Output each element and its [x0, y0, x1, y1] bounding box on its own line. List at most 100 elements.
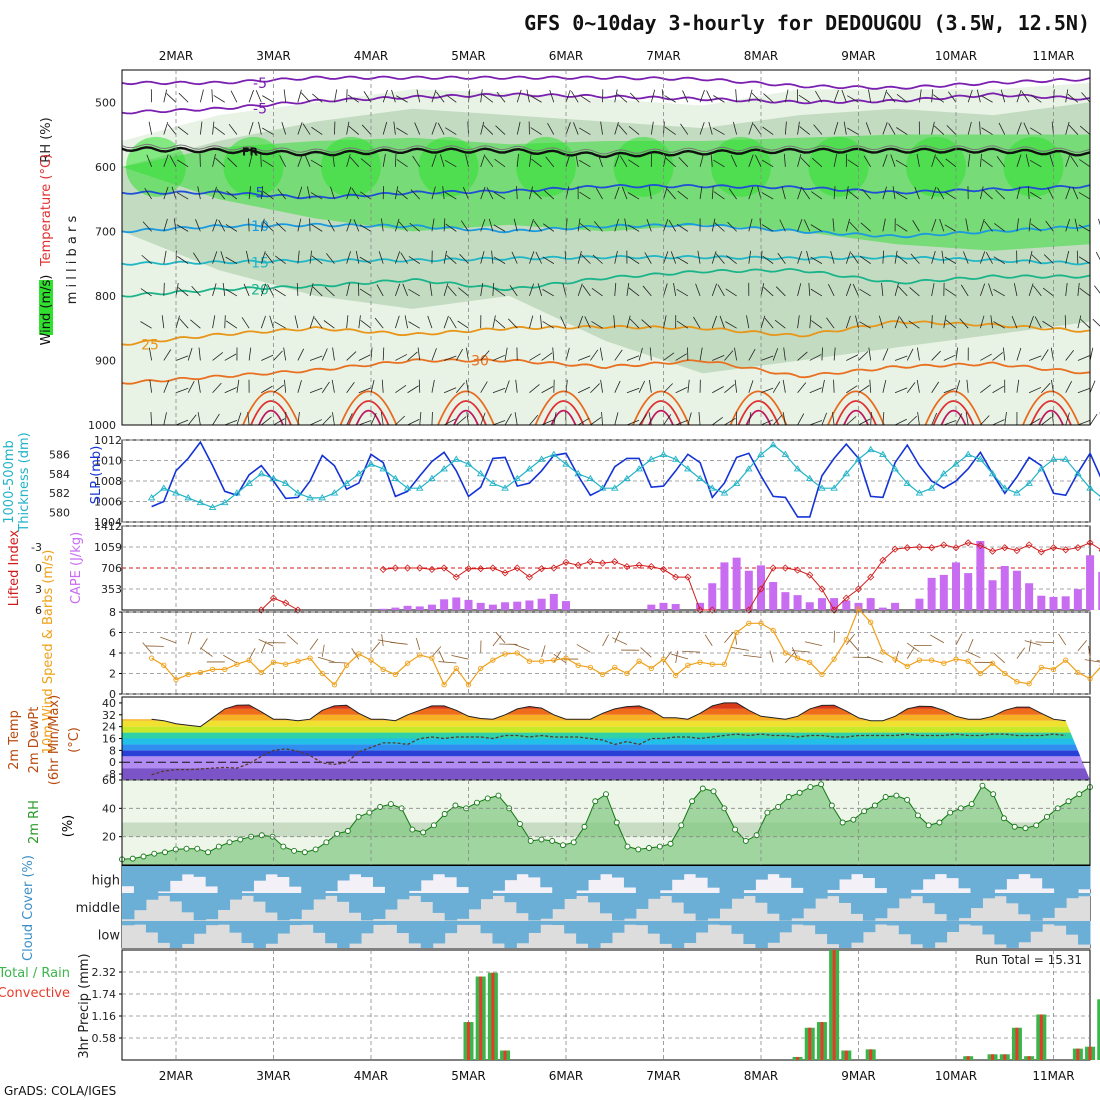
wind-barb: [311, 224, 323, 232]
wind-barb: [748, 412, 752, 426]
wind-barb: [984, 220, 993, 232]
precip-convective-bar: [1027, 1056, 1031, 1060]
wind-barb-10m: [671, 653, 688, 660]
wind-barb: [314, 317, 323, 329]
wind-barb: [1065, 349, 1074, 361]
cape-bar: [793, 595, 802, 610]
wind-barb: [575, 153, 579, 167]
wind-barb: [492, 315, 496, 329]
cloud-bar: [349, 921, 362, 944]
wind-barb: [845, 251, 851, 264]
wind-barb: [277, 188, 287, 200]
thickness-marker: [281, 479, 290, 486]
cape-bar: [452, 597, 461, 610]
wind-barb: [892, 186, 896, 200]
thickness-marker: [269, 474, 278, 482]
cloud-bar: [1030, 866, 1043, 879]
temp-line: [151, 702, 1066, 728]
rh-marker: [226, 839, 233, 846]
wind-barb: [882, 218, 886, 232]
wind-barb: [245, 250, 250, 264]
wind-barb: [858, 418, 871, 426]
cloud-bar: [958, 866, 971, 889]
wind-barb: [711, 283, 718, 297]
wind-barb: [1043, 254, 1054, 264]
wind-barb-10m: [614, 631, 620, 643]
thickness-tick-label: 584: [49, 468, 70, 481]
cloud-bar: [958, 893, 971, 919]
wind-barb: [626, 282, 630, 296]
wind-barb: [1065, 282, 1068, 296]
cloud-bar: [456, 921, 470, 925]
cloud-bar: [420, 921, 434, 948]
li-marker: [1086, 539, 1094, 547]
wind-barb: [462, 187, 469, 200]
boundary-layer-contour: [827, 390, 885, 426]
rh-marker: [1011, 823, 1018, 830]
cloud-bar: [635, 921, 649, 926]
wind-barb: [734, 347, 738, 361]
wind-barb: [663, 414, 672, 426]
li-marker: [1062, 546, 1070, 554]
wind-barb: [565, 186, 570, 200]
cloud-bar: [743, 866, 756, 891]
wind-barb: [565, 347, 570, 361]
wind-barb: [324, 286, 335, 297]
wind-barb: [262, 159, 274, 168]
wind-barb: [941, 250, 945, 264]
wind-barb: [1032, 285, 1042, 297]
wind-barb: [908, 320, 920, 329]
rh-marker: [785, 794, 792, 800]
temp-band: [122, 702, 1090, 703]
wind-barb: [845, 315, 851, 329]
cloud-bar: [157, 921, 171, 943]
wind-barb: [912, 220, 920, 232]
wind-barb: [212, 219, 218, 232]
wind-barb-10m: [351, 648, 360, 660]
cloud-level-label: high: [92, 874, 120, 889]
wind-barb: [906, 348, 914, 361]
wind-barb: [248, 347, 252, 361]
wind-barb: [937, 187, 945, 200]
temp-contour: [121, 75, 1091, 90]
wind-barb: [914, 186, 920, 200]
wind-barb: [236, 379, 240, 393]
wind-barb: [1078, 192, 1091, 200]
wind-barb: [577, 283, 583, 297]
wind-speed-marker: [1063, 657, 1069, 663]
pressure-tick-label: 800: [95, 290, 116, 303]
wind-barb: [614, 121, 619, 135]
rh-marker: [699, 785, 706, 792]
wind-barb: [1094, 285, 1100, 294]
wind-barb: [212, 315, 216, 329]
cloud-bar: [540, 893, 553, 919]
rh-marker: [441, 811, 448, 817]
wind-barb: [931, 381, 940, 393]
wind-barb: [664, 95, 676, 103]
wind-barb: [577, 218, 581, 232]
temp-axis-title3: (6hr Min/Max): [47, 695, 62, 785]
wind-barb: [394, 251, 401, 264]
contour-label: -5: [253, 102, 267, 118]
wind-barb: [504, 380, 510, 393]
cloud-bar: [635, 866, 649, 893]
cloud-bar: [647, 866, 661, 893]
wind-barb: [455, 348, 463, 361]
wind-barb: [650, 89, 656, 103]
wind-barb: [761, 159, 774, 168]
wind-speed-marker: [819, 671, 825, 678]
wind-barb: [841, 89, 847, 103]
cloud-bar: [145, 893, 159, 900]
wind-barb: [675, 419, 688, 426]
wind-speed-marker: [758, 620, 764, 626]
slp-tick-label: 1008: [94, 475, 122, 488]
boundary-layer-contour: [347, 400, 390, 426]
rh-marker: [430, 822, 437, 829]
thickness-marker: [233, 489, 241, 496]
wind-barb-10m: [1077, 640, 1087, 652]
wind-barb: [638, 380, 645, 393]
li-marker: [428, 565, 436, 573]
wind-barb: [529, 283, 535, 297]
wind-barb: [395, 384, 407, 394]
wind-barb: [297, 154, 303, 167]
